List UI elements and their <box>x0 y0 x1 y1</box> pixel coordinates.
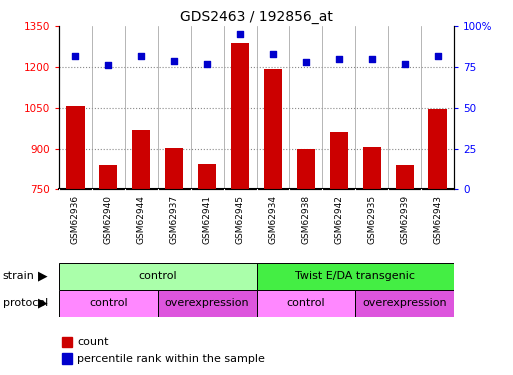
Bar <box>264 69 282 375</box>
Bar <box>132 130 150 375</box>
Point <box>401 61 409 67</box>
Text: GSM62943: GSM62943 <box>433 195 442 244</box>
Bar <box>165 148 183 375</box>
Bar <box>355 290 454 317</box>
Bar <box>428 109 447 375</box>
Point <box>71 53 80 58</box>
Text: Twist E/DA transgenic: Twist E/DA transgenic <box>295 271 415 281</box>
Bar <box>396 165 413 375</box>
Text: protocol: protocol <box>3 298 48 308</box>
Point <box>236 32 244 38</box>
Point <box>334 56 343 62</box>
Bar <box>363 147 381 375</box>
Text: ▶: ▶ <box>38 270 47 282</box>
Point <box>170 57 179 63</box>
Point <box>104 62 112 68</box>
Text: control: control <box>287 298 325 308</box>
Text: overexpression: overexpression <box>362 298 447 308</box>
Text: percentile rank within the sample: percentile rank within the sample <box>77 354 265 363</box>
Text: overexpression: overexpression <box>165 298 249 308</box>
Text: control: control <box>139 271 177 281</box>
Text: GSM62936: GSM62936 <box>71 195 80 244</box>
Bar <box>297 149 315 375</box>
Bar <box>231 42 249 375</box>
Text: GSM62942: GSM62942 <box>334 195 343 244</box>
Bar <box>330 132 348 375</box>
Point <box>302 59 310 65</box>
Point <box>203 61 211 67</box>
Text: GSM62944: GSM62944 <box>137 195 146 244</box>
Bar <box>198 164 216 375</box>
Bar <box>62 353 71 364</box>
Point <box>137 53 145 58</box>
Text: GSM62937: GSM62937 <box>170 195 179 244</box>
Bar <box>59 290 158 317</box>
Text: GSM62938: GSM62938 <box>301 195 310 244</box>
Text: GSM62941: GSM62941 <box>203 195 212 244</box>
Text: strain: strain <box>3 271 34 281</box>
Text: GSM62940: GSM62940 <box>104 195 113 244</box>
Bar <box>66 106 85 375</box>
Text: GSM62934: GSM62934 <box>268 195 278 244</box>
Text: ▶: ▶ <box>38 297 47 310</box>
Title: GDS2463 / 192856_at: GDS2463 / 192856_at <box>180 10 333 24</box>
Bar <box>256 290 355 317</box>
Text: count: count <box>77 337 109 346</box>
Bar <box>158 290 256 317</box>
Point <box>433 53 442 58</box>
Point <box>269 51 277 57</box>
Text: control: control <box>89 298 128 308</box>
Point <box>368 56 376 62</box>
Text: GSM62945: GSM62945 <box>235 195 245 244</box>
Bar <box>256 262 454 290</box>
Bar <box>100 165 117 375</box>
Bar <box>62 337 71 347</box>
Text: GSM62935: GSM62935 <box>367 195 376 244</box>
Bar <box>59 262 256 290</box>
Text: GSM62939: GSM62939 <box>400 195 409 244</box>
